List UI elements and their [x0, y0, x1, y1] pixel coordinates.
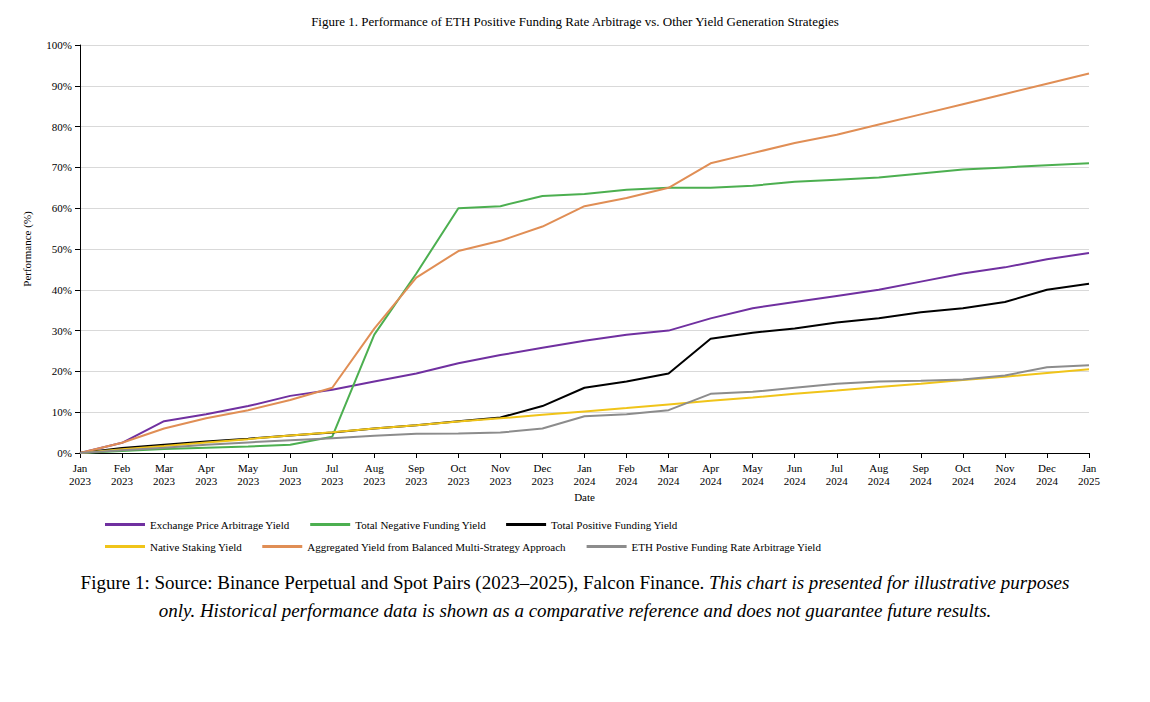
svg-text:2023: 2023: [405, 475, 428, 487]
svg-text:Apr: Apr: [702, 462, 719, 474]
svg-text:Aug: Aug: [869, 462, 888, 474]
svg-text:Jan: Jan: [73, 462, 88, 474]
svg-text:2023: 2023: [111, 475, 134, 487]
svg-text:Mar: Mar: [659, 462, 678, 474]
svg-text:Sep: Sep: [408, 462, 425, 474]
svg-text:Native Staking Yield: Native Staking Yield: [150, 541, 242, 553]
svg-text:Oct: Oct: [955, 462, 971, 474]
svg-text:2023: 2023: [195, 475, 218, 487]
svg-text:2024: 2024: [1036, 475, 1059, 487]
svg-text:60%: 60%: [52, 202, 72, 214]
svg-text:Jun: Jun: [787, 462, 803, 474]
svg-text:30%: 30%: [52, 325, 72, 337]
svg-text:Apr: Apr: [198, 462, 215, 474]
svg-text:90%: 90%: [52, 80, 72, 92]
svg-text:Jan: Jan: [1082, 462, 1097, 474]
svg-text:2024: 2024: [910, 475, 933, 487]
svg-text:40%: 40%: [52, 284, 72, 296]
svg-text:2024: 2024: [700, 475, 723, 487]
svg-text:10%: 10%: [52, 406, 72, 418]
svg-text:2024: 2024: [868, 475, 891, 487]
svg-text:Jun: Jun: [283, 462, 299, 474]
svg-text:Date: Date: [574, 491, 595, 503]
svg-text:20%: 20%: [52, 365, 72, 377]
svg-text:Dec: Dec: [1038, 462, 1056, 474]
svg-text:Figure 1. Performance of ETH P: Figure 1. Performance of ETH Positive Fu…: [311, 14, 839, 29]
svg-text:2023: 2023: [363, 475, 386, 487]
svg-text:Feb: Feb: [114, 462, 131, 474]
svg-text:2023: 2023: [531, 475, 554, 487]
svg-text:2023: 2023: [69, 475, 92, 487]
svg-text:2023: 2023: [489, 475, 512, 487]
svg-text:Jul: Jul: [326, 462, 339, 474]
svg-text:Mar: Mar: [155, 462, 174, 474]
svg-text:Oct: Oct: [450, 462, 466, 474]
svg-text:Performance (%): Performance (%): [21, 211, 34, 287]
svg-text:Aug: Aug: [365, 462, 384, 474]
svg-text:Exchange Price Arbitrage Yield: Exchange Price Arbitrage Yield: [150, 519, 290, 531]
svg-text:ETH Postive Funding Rate Arbit: ETH Postive Funding Rate Arbitrage Yield: [632, 541, 822, 553]
svg-text:2024: 2024: [658, 475, 681, 487]
svg-text:2024: 2024: [574, 475, 597, 487]
svg-text:80%: 80%: [52, 121, 72, 133]
svg-text:2024: 2024: [616, 475, 639, 487]
svg-text:2023: 2023: [279, 475, 302, 487]
svg-text:2023: 2023: [321, 475, 344, 487]
svg-text:Jan: Jan: [577, 462, 592, 474]
svg-text:2024: 2024: [742, 475, 765, 487]
svg-text:100%: 100%: [46, 39, 72, 51]
svg-text:May: May: [238, 462, 259, 474]
svg-text:Dec: Dec: [534, 462, 552, 474]
svg-text:2023: 2023: [447, 475, 470, 487]
svg-text:Aggregated Yield from Balanced: Aggregated Yield from Balanced Multi-Str…: [307, 541, 566, 553]
svg-text:Jul: Jul: [830, 462, 843, 474]
svg-text:2023: 2023: [237, 475, 259, 487]
svg-text:50%: 50%: [52, 243, 72, 255]
svg-text:Nov: Nov: [491, 462, 510, 474]
svg-text:2024: 2024: [784, 475, 807, 487]
svg-text:2024: 2024: [826, 475, 849, 487]
svg-text:0%: 0%: [57, 447, 72, 459]
svg-text:May: May: [743, 462, 764, 474]
svg-text:Nov: Nov: [995, 462, 1014, 474]
svg-text:Feb: Feb: [618, 462, 635, 474]
svg-text:70%: 70%: [52, 161, 72, 173]
svg-text:2024: 2024: [994, 475, 1017, 487]
svg-text:2023: 2023: [153, 475, 176, 487]
svg-text:Total Positive Funding Yield: Total Positive Funding Yield: [551, 519, 678, 531]
svg-text:2024: 2024: [952, 475, 975, 487]
svg-text:Sep: Sep: [913, 462, 930, 474]
svg-text:Total Negative Funding Yield: Total Negative Funding Yield: [355, 519, 486, 531]
html-text:Figure 1: Source: Binance Perp: Figure 1: Source: Binance Perpetual and …: [80, 572, 1070, 621]
svg-text:2025: 2025: [1078, 475, 1101, 487]
